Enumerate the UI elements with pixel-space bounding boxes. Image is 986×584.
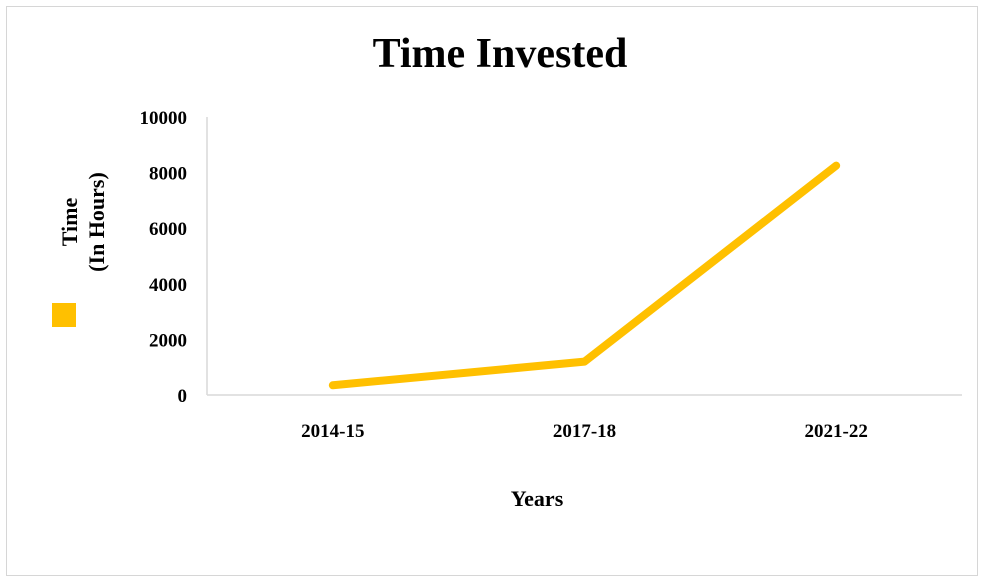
x-tick-label: 2014-15 bbox=[301, 421, 364, 442]
y-tick-label: 2000 bbox=[149, 330, 187, 351]
y-tick-label: 0 bbox=[178, 386, 188, 407]
x-tick-labels: 2014-15 2017-18 2021-22 bbox=[301, 421, 868, 442]
axes-layer bbox=[206, 117, 962, 396]
series-line bbox=[328, 161, 841, 390]
chart-frame bbox=[6, 6, 978, 576]
series-layer bbox=[328, 161, 841, 390]
y-tick-label: 4000 bbox=[149, 275, 187, 296]
y-tick-label: 10000 bbox=[140, 108, 188, 129]
y-axis-title-line: (In Hours) bbox=[84, 172, 109, 272]
legend-swatch bbox=[52, 303, 76, 327]
y-axis-title-line: Time bbox=[57, 198, 82, 247]
x-axis-title: Years bbox=[511, 486, 564, 511]
x-tick-label: 2017-18 bbox=[553, 421, 616, 442]
chart-title: Time Invested bbox=[372, 31, 628, 77]
y-tick-label: 8000 bbox=[149, 164, 187, 185]
y-tick-labels: 0 2000 4000 6000 8000 10000 bbox=[140, 108, 188, 407]
y-axis-title: Time(In Hours) bbox=[57, 172, 109, 272]
x-tick-label: 2021-22 bbox=[805, 421, 868, 442]
axis-titles: Years Time(In Hours) bbox=[57, 172, 564, 511]
legend bbox=[52, 303, 76, 327]
y-tick-label: 6000 bbox=[149, 219, 187, 240]
